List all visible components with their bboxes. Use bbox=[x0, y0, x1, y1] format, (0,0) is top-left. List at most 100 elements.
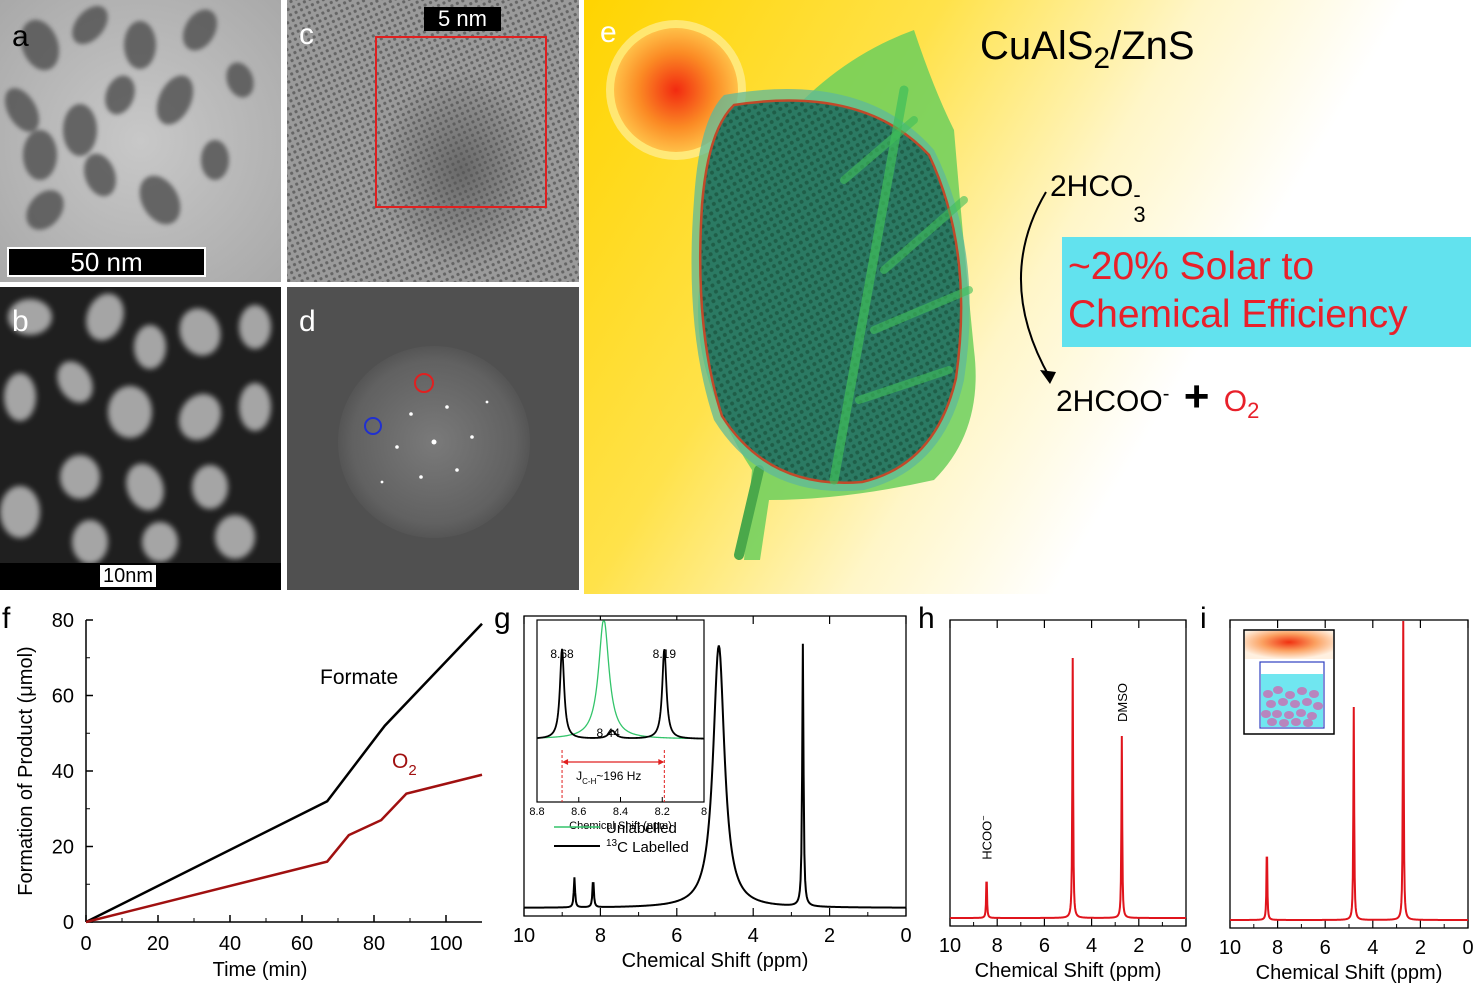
x-axis-label: Chemical Shift (ppm) bbox=[1256, 962, 1443, 984]
plus-sign: + bbox=[1183, 372, 1210, 421]
x-tick-label: 20 bbox=[147, 933, 169, 955]
inset-labelled-line bbox=[536, 648, 705, 740]
x-axis-label: Chemical Shift (ppm) bbox=[622, 950, 809, 972]
spectrum-line bbox=[524, 643, 906, 909]
inset-x-axis-label: Chemical Shift (ppm) bbox=[569, 820, 672, 832]
nanoparticle-dot bbox=[1313, 702, 1323, 710]
panel-g: 10 8 6 4 2 0 Chemical Shift (ppm) 8.8 8.6 8.4 8.2 8… bbox=[492, 600, 916, 989]
nanoparticle-dot bbox=[1307, 712, 1317, 720]
nanoparticle-dot bbox=[1297, 687, 1307, 695]
chart-g: 10 8 6 4 2 0 Chemical Shift (ppm) 8.8 8.6 8.4 8.2 8… bbox=[513, 615, 912, 972]
nanoparticle-dot bbox=[1296, 709, 1306, 717]
material-title-main: CuAlS bbox=[980, 24, 1094, 68]
x-tick-label: 4 bbox=[1086, 935, 1097, 957]
spectrum-line bbox=[950, 657, 1186, 919]
panel-c-hrtem-image bbox=[287, 0, 579, 282]
nanoparticle-dot bbox=[1278, 698, 1288, 706]
x-tick-label: 8 bbox=[1272, 937, 1283, 959]
legend-label-unlabelled: Unlabelled bbox=[606, 820, 677, 837]
x-tick-label: 2 bbox=[1415, 937, 1426, 959]
nanoparticle-dot bbox=[1273, 686, 1283, 694]
x-tick-label: 6 bbox=[671, 925, 682, 947]
scalebar-label-a: 50 nm bbox=[70, 247, 143, 277]
panel-label-h: h bbox=[918, 602, 935, 635]
x-tick-label: 100 bbox=[429, 933, 462, 955]
panel-label-e: e bbox=[600, 16, 617, 49]
panel-a: a 50 nm bbox=[0, 0, 281, 282]
scalebar-label-c: 5 nm bbox=[438, 6, 487, 31]
panel-d-fft-image bbox=[287, 287, 579, 590]
legend-label-labelled: 13C Labelled bbox=[606, 838, 689, 856]
x-tick-label: 4 bbox=[1367, 937, 1378, 959]
y-axis-label: Formation of Product (μmol) bbox=[15, 646, 37, 895]
beaker-icon bbox=[1259, 661, 1325, 729]
x-tick-label: 0 bbox=[80, 933, 91, 955]
panel-label-a: a bbox=[12, 20, 29, 53]
series-line-0 bbox=[85, 622, 483, 924]
panel-label-i: i bbox=[1200, 602, 1207, 635]
panel-label-c: c bbox=[299, 18, 314, 51]
y-tick-label: 60 bbox=[52, 686, 74, 708]
x-axis-label: Time (min) bbox=[213, 959, 308, 981]
nanoparticle-dot bbox=[1309, 690, 1319, 698]
product-formula: 2HCOO- + O2 bbox=[1056, 372, 1259, 424]
panel-e-schematic bbox=[584, 0, 1473, 594]
x-axis-label: Chemical Shift (ppm) bbox=[975, 960, 1162, 982]
inset-x-tick-label: 8.4 bbox=[613, 806, 628, 818]
panel-d: d bbox=[287, 287, 579, 590]
chart-h: 10 8 6 4 2 0 Chemical Shift (ppm) HCOO− DMSO bbox=[939, 619, 1192, 982]
inset-x-tick-label: 8.8 bbox=[529, 806, 544, 818]
peak-label-2: DMSO bbox=[1115, 683, 1130, 722]
panel-c: c 5 nm bbox=[287, 0, 579, 282]
nanoparticle-dot bbox=[1290, 700, 1300, 708]
nanoparticle-dot bbox=[1303, 719, 1313, 727]
nanoparticle-dot bbox=[1291, 718, 1301, 726]
series-label-o2: O2 bbox=[392, 750, 417, 779]
product-1-charge: - bbox=[1162, 383, 1170, 405]
x-tick-label: 80 bbox=[363, 933, 385, 955]
panel-b: b 10nm bbox=[0, 287, 281, 590]
reactant-main: 2HCO bbox=[1050, 170, 1134, 203]
inset-arrow-head bbox=[658, 759, 665, 765]
inset-peak-label: 8.19 bbox=[653, 647, 677, 661]
panel-label-g: g bbox=[494, 602, 511, 635]
reactant-subscript: 3 bbox=[1133, 202, 1146, 227]
nanoparticle-dot bbox=[1285, 691, 1295, 699]
inset-frame bbox=[536, 619, 705, 803]
material-title-subscript: 2 bbox=[1093, 42, 1111, 75]
nanoparticle-dot bbox=[1284, 711, 1294, 719]
series-label-formate: Formate bbox=[320, 666, 398, 689]
x-tick-label: 10 bbox=[513, 925, 535, 947]
x-tick-label: 0 bbox=[1180, 935, 1191, 957]
reactant-formula: 2HCO -3 bbox=[1050, 170, 1147, 227]
panel-a-tem-image bbox=[0, 0, 281, 282]
chart-i: 10 8 6 4 2 0 Chemical Shift (ppm) bbox=[1219, 619, 1473, 984]
inset-x-tick-label: 8 bbox=[701, 806, 707, 818]
y-tick-label: 80 bbox=[52, 610, 74, 632]
material-title: CuAlS2/ZnS bbox=[980, 24, 1195, 76]
inset-arrow-head bbox=[562, 759, 569, 765]
x-tick-label: 40 bbox=[219, 933, 241, 955]
nanoparticle-dot bbox=[1266, 700, 1276, 708]
efficiency-line-1: ~20% Solar to bbox=[1068, 245, 1315, 288]
nanoparticle-dot bbox=[1272, 710, 1282, 718]
panel-label-f: f bbox=[2, 602, 11, 635]
panel-b-haadf-image bbox=[0, 287, 281, 590]
panel-f: 0 20 40 60 80 100 0 20 40 60 80 Time (min) Formation… bbox=[0, 600, 492, 989]
panel-e: e CuAlS2/ZnS 2HCO -3 ~20% Solar to Chemic… bbox=[584, 0, 1473, 594]
x-tick-label: 10 bbox=[939, 935, 961, 957]
y-tick-label: 0 bbox=[63, 912, 74, 934]
x-tick-label: 0 bbox=[1462, 937, 1473, 959]
x-tick-label: 8 bbox=[992, 935, 1003, 957]
spectrum-line bbox=[1230, 620, 1468, 921]
peak-label-0: HCOO− bbox=[979, 816, 995, 860]
nanoparticle-dot bbox=[1279, 719, 1289, 727]
x-tick-label: 8 bbox=[595, 925, 606, 947]
material-title-tail: /ZnS bbox=[1110, 24, 1195, 68]
chart-f: 0 20 40 60 80 100 0 20 40 60 80 Time (min) Formation… bbox=[15, 610, 483, 981]
inset-peak-label: 8.44 bbox=[596, 726, 620, 740]
panel-i: 10 8 6 4 2 0 Chemical Shift (ppm) i bbox=[1198, 600, 1473, 989]
light-source-icon bbox=[1245, 631, 1333, 659]
nanoparticle-dot bbox=[1267, 718, 1277, 726]
panel-label-d: d bbox=[299, 305, 316, 338]
